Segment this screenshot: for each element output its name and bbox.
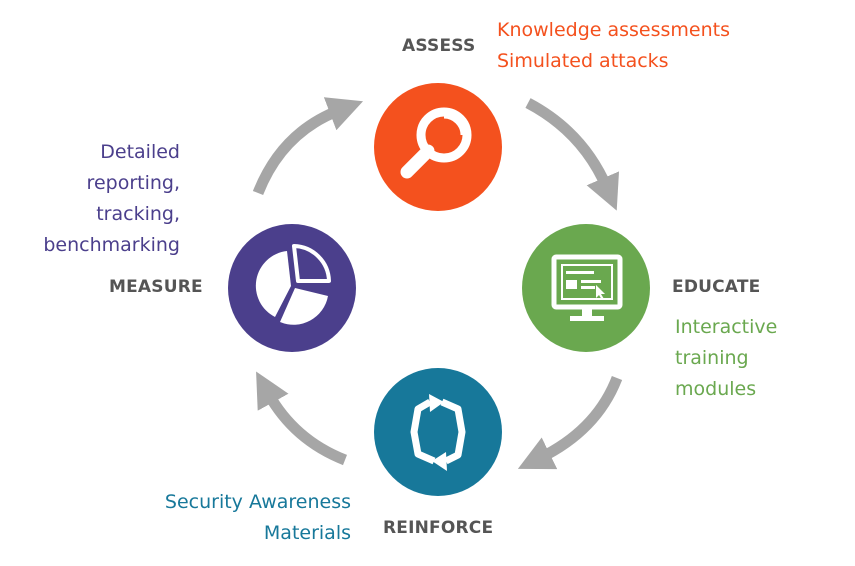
educate-details: Interactive training modules [675, 312, 777, 405]
measure-detail-line: reporting, [86, 172, 180, 194]
educate-detail-line: training [675, 347, 749, 369]
assess-detail-line: Knowledge assessments [497, 19, 731, 41]
arrow-reinforce-to-measure [256, 371, 348, 466]
arrow-assess-to-educate [525, 98, 620, 211]
measure-details: Detailed reporting, tracking, benchmarki… [43, 137, 180, 261]
measure-detail-line: tracking, [96, 203, 180, 225]
educate-detail-line: Interactive [675, 316, 778, 338]
reinforce-details: Security Awareness Materials [165, 487, 351, 549]
assess-details: Knowledge assessments Simulated attacks [497, 15, 730, 77]
educate-circle [522, 224, 650, 352]
reinforce-circle [374, 368, 502, 496]
reinforce-label: REINFORCE [383, 518, 494, 538]
pie-chart-icon [255, 244, 331, 325]
cycle-icon [410, 394, 466, 471]
assess-label: ASSESS [402, 36, 476, 56]
measure-label: MEASURE [109, 277, 203, 297]
assess-detail-line: Simulated attacks [497, 50, 669, 72]
assess-circle [374, 83, 502, 211]
measure-detail-line: Detailed [100, 141, 180, 163]
measure-detail-line: benchmarking [43, 234, 180, 256]
reinforce-detail-line: Security Awareness [164, 491, 351, 513]
magnifier-icon [400, 107, 472, 179]
educate-label: EDUCATE [672, 277, 761, 297]
reinforce-detail-line: Materials [263, 522, 351, 544]
measure-circle [228, 224, 356, 352]
arrow-educate-to-reinforce [517, 375, 623, 470]
monitor-icon [551, 254, 623, 321]
educate-detail-line: modules [675, 378, 757, 400]
arrow-measure-to-assess [252, 97, 364, 196]
